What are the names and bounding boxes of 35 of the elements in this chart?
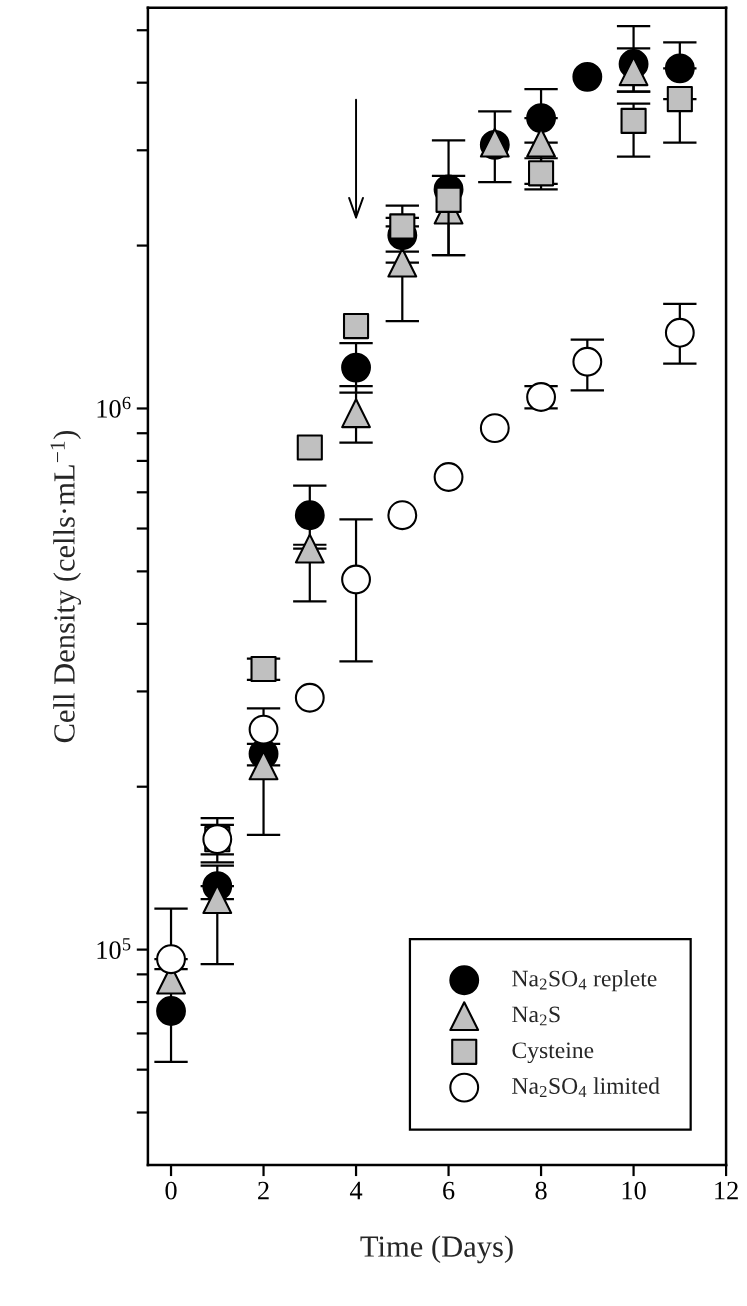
point [156,996,186,1026]
x-tick-label: 0 [165,1181,177,1200]
point [296,434,323,461]
y-tick-label: 10$^{5}$ [97,938,131,960]
x-tick-label: 2 [258,1181,269,1200]
x-tick-label: 8 [535,1181,547,1200]
point [202,884,233,914]
x-tick-label: 6 [443,1181,455,1200]
point [526,103,556,134]
point [294,533,325,564]
point [666,86,693,113]
point [341,398,371,429]
point [389,213,416,240]
point [341,352,371,383]
point [156,944,186,975]
x-tick-label: 12 [715,1181,738,1200]
legend-label: Na$_{2}$S [512,1006,560,1026]
point [294,500,325,531]
legend-label: Na$_{2}$SO$_{4}$ limited [512,1077,660,1097]
point [618,56,649,87]
point [572,61,603,92]
x-axis-title: Time (Days) [360,1235,513,1264]
point [664,53,695,84]
x-tick-label: 10 [622,1181,646,1200]
y-tick-label: 10$^{6}$ [97,396,131,418]
x-tick-label: 4 [349,1181,363,1200]
point [620,107,647,134]
point [435,186,462,213]
point [250,655,277,683]
point [342,313,370,340]
legend-label: Cysteine [512,1042,594,1064]
legend-label: Na$_{2}$SO$_{4}$ replete [512,969,657,992]
point [387,247,418,278]
point [341,564,371,595]
y-axis-title: Cell Density (cells·mL$^{−1}$) [50,430,82,743]
